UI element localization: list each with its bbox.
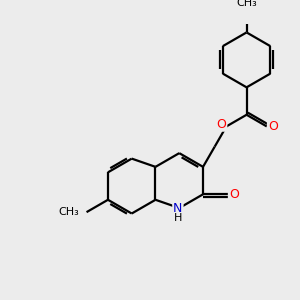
Text: O: O <box>217 118 226 131</box>
Text: O: O <box>229 188 239 201</box>
Text: H: H <box>174 214 182 224</box>
Text: CH₃: CH₃ <box>236 0 257 8</box>
Text: O: O <box>268 120 278 133</box>
Text: CH₃: CH₃ <box>58 207 79 217</box>
Text: N: N <box>173 202 183 214</box>
